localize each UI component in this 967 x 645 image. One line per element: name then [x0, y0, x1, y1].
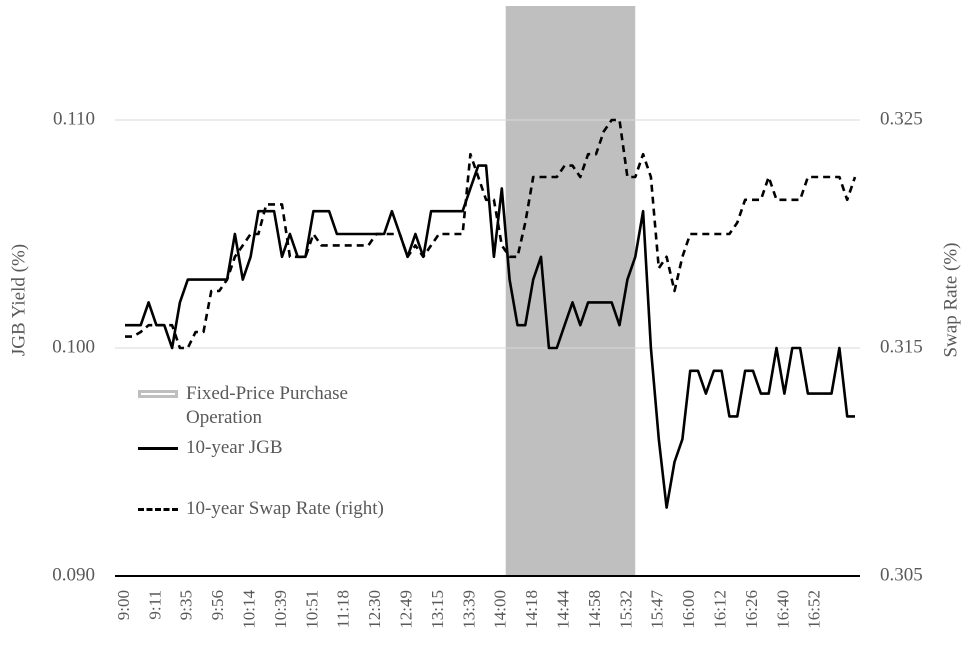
y-axis-label: JGB Yield (%) — [8, 244, 29, 356]
x-tick-label: 14:44 — [554, 590, 573, 629]
legend-item: 10-year JGB — [138, 436, 416, 460]
y2-tick-label: 0.305 — [880, 564, 923, 585]
x-tick-label: 13:39 — [459, 590, 478, 629]
x-tick-label: 14:00 — [491, 590, 510, 629]
legend-swatch — [138, 508, 178, 511]
x-tick-label: 13:15 — [428, 590, 447, 629]
legend-label: 10-year JGB — [186, 437, 283, 458]
y-tick-label: 0.110 — [53, 108, 95, 129]
x-tick-label: 9:35 — [177, 590, 196, 620]
legend-item: Fixed-Price Purchase Operation — [138, 382, 416, 430]
y2-tick-label: 0.325 — [880, 108, 923, 129]
series-line — [125, 164, 855, 509]
y2-tick-label: 0.315 — [880, 336, 923, 357]
x-tick-label: 16:12 — [711, 590, 730, 629]
x-tick-label: 10:14 — [240, 590, 259, 629]
x-tick-label: 16:52 — [805, 590, 824, 629]
y2-axis-label: Swap Rate (%) — [940, 242, 961, 357]
legend-label: Fixed-Price Purchase Operation — [186, 383, 348, 428]
x-tick-label: 15:32 — [616, 590, 635, 629]
x-tick-label: 12:30 — [365, 590, 384, 629]
highlight-band — [505, 6, 636, 576]
x-tick-label: 14:58 — [585, 590, 604, 629]
legend: Fixed-Price Purchase Operation 10-year JG… — [138, 382, 438, 558]
x-tick-label: 11:18 — [334, 590, 353, 628]
x-tick-label: 16:26 — [742, 590, 761, 629]
x-tick-label: 16:40 — [773, 590, 792, 629]
x-tick-label: 9:00 — [114, 590, 133, 620]
x-tick-label: 9:11 — [145, 590, 164, 620]
x-tick-label: 16:00 — [679, 590, 698, 629]
series-line — [125, 118, 857, 350]
legend-swatch — [138, 447, 178, 450]
x-tick-label: 10:39 — [271, 590, 290, 629]
x-tick-label: 9:56 — [208, 590, 227, 620]
y-tick-label: 0.100 — [52, 336, 95, 357]
legend-swatch — [138, 390, 178, 398]
x-tick-label: 12:49 — [397, 590, 416, 629]
legend-item: 10-year Swap Rate (right) — [138, 497, 416, 521]
x-tick-label: 14:18 — [522, 590, 541, 629]
x-tick-label: 10:51 — [302, 590, 321, 629]
legend-label: 10-year Swap Rate (right) — [186, 498, 384, 519]
x-tick-label: 15:47 — [648, 590, 667, 629]
y-tick-label: 0.090 — [52, 564, 95, 585]
